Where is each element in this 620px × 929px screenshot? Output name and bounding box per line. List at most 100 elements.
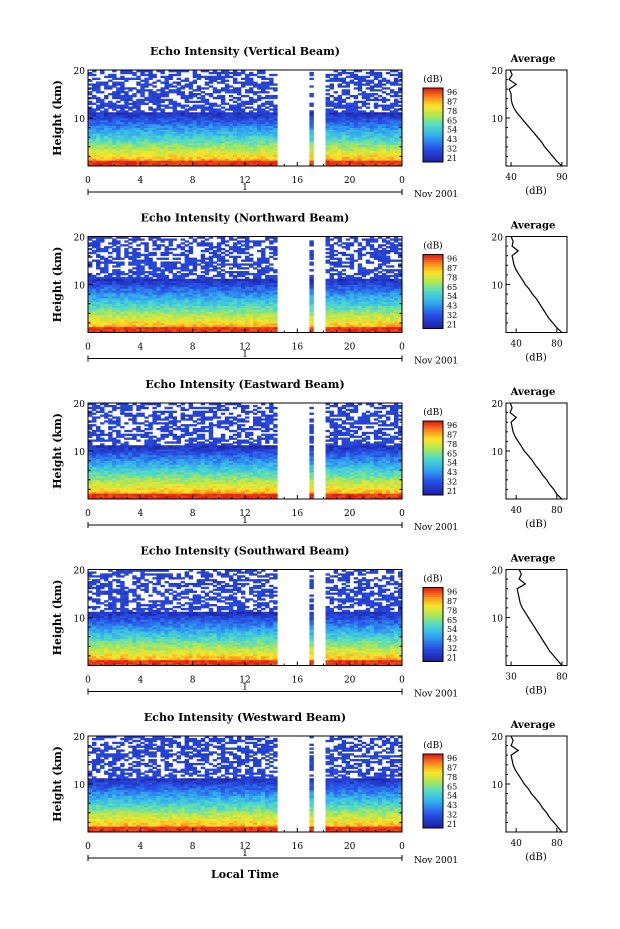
heatmap-cell <box>180 119 186 123</box>
heatmap-cell <box>168 160 173 163</box>
heatmap-cell <box>112 108 117 111</box>
heatmap-cell <box>236 91 242 94</box>
heatmap-cell <box>96 148 101 152</box>
heatmap-cell <box>192 133 198 136</box>
heatmap-cell <box>236 123 242 127</box>
heatmap-cell <box>341 71 347 75</box>
heatmap-cell <box>124 141 129 144</box>
heatmap-cell <box>92 164 97 167</box>
heatmap-cell <box>212 119 218 123</box>
heatmap-cell <box>132 148 137 152</box>
heatmap-cell <box>220 129 226 132</box>
heatmap-cell <box>172 70 177 73</box>
heatmap-cell <box>245 106 250 109</box>
heatmap-cell <box>220 75 226 79</box>
heatmap-cell <box>136 248 141 251</box>
heatmap-cell <box>116 261 121 264</box>
heatmap-cell <box>116 160 121 163</box>
heatmap-cell <box>200 94 206 98</box>
heatmap-cell <box>216 271 222 274</box>
heatmap-cell <box>100 276 105 280</box>
heatmap-cell <box>228 116 234 119</box>
heatmap-cell <box>116 150 121 153</box>
heatmap-cell <box>228 156 234 159</box>
heatmap-cell <box>236 148 242 152</box>
heatmap-cell <box>148 73 153 77</box>
heatmap-cell <box>245 118 250 121</box>
heatmap-cell <box>393 91 399 94</box>
heatmap-cell <box>249 246 254 249</box>
heatmap-cell <box>220 125 226 128</box>
heatmap-cell <box>116 148 121 152</box>
heatmap-cell <box>273 108 278 111</box>
heatmap-cell <box>261 137 266 140</box>
heatmap-cell <box>128 148 133 152</box>
heatmap-cell <box>253 144 258 148</box>
heatmap-cell <box>96 119 101 123</box>
heatmap-cell <box>184 164 190 167</box>
heatmap-cell <box>184 94 190 98</box>
heatmap-cell <box>249 131 254 134</box>
heatmap-cell <box>337 156 343 159</box>
heatmap-cell <box>164 152 169 155</box>
heatmap-cell <box>168 278 173 282</box>
heatmap-cell <box>389 73 395 77</box>
heatmap-cell <box>96 116 101 119</box>
heatmap-cell <box>148 160 153 163</box>
heatmap-cell <box>345 106 351 109</box>
heatmap-cell <box>349 108 355 111</box>
heatmap-cell <box>232 125 238 128</box>
heatmap-cell <box>116 104 121 107</box>
heatmap-cell <box>200 116 206 119</box>
heatmap-cell <box>232 70 238 73</box>
heatmap-cell <box>353 162 359 165</box>
heatmap-cell <box>240 248 246 251</box>
heatmap-cell <box>245 160 250 163</box>
heatmap-cell <box>184 133 190 136</box>
heatmap-cell <box>309 118 314 121</box>
heatmap-cell <box>108 152 113 155</box>
heatmap-cell <box>265 87 270 90</box>
heatmap-cell <box>120 244 125 247</box>
heatmap-cell <box>337 118 343 121</box>
heatmap-cell <box>200 104 206 107</box>
heatmap-cell <box>128 238 133 241</box>
heatmap-cell <box>144 141 149 144</box>
heatmap-cell <box>140 98 145 102</box>
heatmap-cell <box>208 119 214 123</box>
heatmap-cell <box>357 81 363 84</box>
heatmap-cell <box>357 162 363 165</box>
heatmap-cell <box>249 110 254 113</box>
heatmap-cell <box>96 87 101 90</box>
heatmap-cell <box>156 70 161 73</box>
heatmap-cell <box>180 125 186 128</box>
heatmap-cell <box>269 112 274 115</box>
heatmap-cell <box>236 114 242 117</box>
heatmap-cell <box>337 98 343 102</box>
heatmap-cell <box>257 121 262 125</box>
heatmap-cell <box>349 118 355 121</box>
heatmap-cell <box>108 246 113 249</box>
heatmap-cell <box>349 110 355 113</box>
heatmap-cell <box>269 139 274 142</box>
heatmap-cell <box>168 118 173 121</box>
heatmap-cell <box>337 144 343 148</box>
heatmap-cell <box>188 141 194 144</box>
heatmap-cell <box>333 164 338 167</box>
heatmap-cell <box>333 278 338 282</box>
heatmap-cell <box>261 142 266 146</box>
heatmap-cell <box>216 129 222 132</box>
heatmap-cell <box>325 164 330 167</box>
heatmap-cell <box>104 116 109 119</box>
heatmap-cell <box>108 242 113 245</box>
heatmap-cell <box>148 276 153 280</box>
heatmap-cell <box>245 152 250 155</box>
heatmap-cell <box>224 133 230 136</box>
heatmap-cell <box>269 162 274 165</box>
heatmap-cell <box>200 131 206 134</box>
heatmap-cell <box>309 164 314 167</box>
heatmap-cell <box>220 96 226 100</box>
heatmap-cell <box>216 137 222 140</box>
heatmap-cell <box>100 162 105 165</box>
heatmap-cell <box>136 154 141 157</box>
